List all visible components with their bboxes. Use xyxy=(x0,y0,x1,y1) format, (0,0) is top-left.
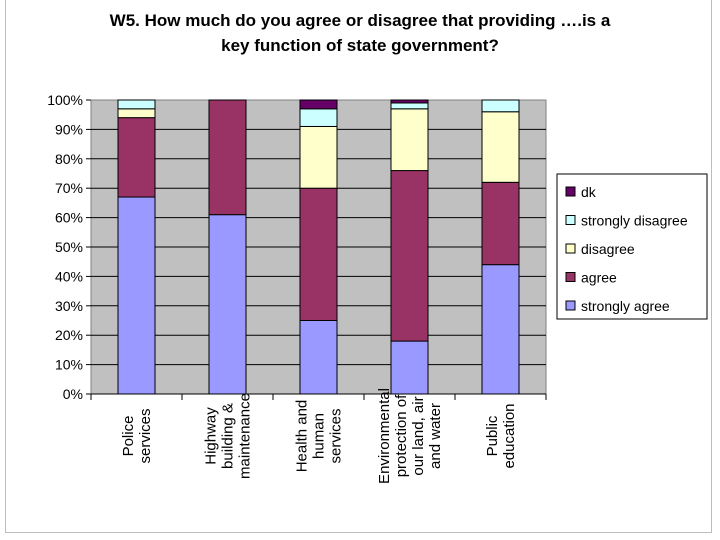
y-tick-label: 80% xyxy=(55,151,83,167)
bar-segment xyxy=(390,340,429,395)
category-label: Environmentalprotection ofour land, aira… xyxy=(376,388,444,484)
category-label-line: protection of xyxy=(393,394,410,477)
category-label-line: education xyxy=(501,403,518,468)
category-label: Publiceducation xyxy=(484,403,518,468)
legend-label: dk xyxy=(581,184,597,200)
bar-segment xyxy=(481,181,520,266)
category-label-line: maintenance xyxy=(237,393,254,479)
bar-segment xyxy=(299,99,338,110)
legend-label: strongly agree xyxy=(581,298,670,314)
category-label-line: building & xyxy=(220,403,237,469)
bar-segment xyxy=(390,99,429,104)
y-tick-label: 30% xyxy=(55,298,83,314)
legend-label: agree xyxy=(581,270,617,286)
bar-segment xyxy=(390,108,429,172)
category-label: Health andhumanservices xyxy=(294,400,345,473)
bar-segment xyxy=(390,170,429,342)
category-label-line: Public xyxy=(484,415,501,456)
y-tick-label: 60% xyxy=(55,210,83,226)
legend-swatch xyxy=(565,243,576,254)
legend-swatch xyxy=(565,272,576,282)
category-label: Highwaybuilding &maintenance xyxy=(203,393,254,479)
bar-segment xyxy=(117,108,156,119)
legend-label: strongly disagree xyxy=(581,213,688,229)
bar-segment xyxy=(117,99,156,110)
legend-label: disagree xyxy=(581,241,635,257)
y-tick-label: 90% xyxy=(55,121,83,137)
legend xyxy=(556,173,708,320)
bar-segment xyxy=(481,264,520,395)
category-label-line: our land, air xyxy=(410,396,427,475)
legend-swatch xyxy=(565,300,576,311)
chart-title-line: W5. How much do you agree or disagree th… xyxy=(110,11,611,30)
bar-segment xyxy=(208,214,247,395)
category-label-line: Highway xyxy=(203,407,220,465)
bar-segment xyxy=(117,117,156,198)
y-tick-label: 0% xyxy=(63,386,83,402)
bar-segment xyxy=(117,196,156,395)
bar-segment xyxy=(299,108,338,127)
category-label-line: and water xyxy=(427,403,444,469)
bar-segment xyxy=(481,99,520,113)
category-label-line: Health and xyxy=(294,400,311,473)
chart-title-line: key function of state government? xyxy=(221,36,499,55)
y-tick-label: 10% xyxy=(55,357,83,373)
bar-segment xyxy=(299,320,338,395)
y-tick-label: 70% xyxy=(55,180,83,196)
category-label-line: Environmental xyxy=(376,388,393,484)
legend-swatch xyxy=(565,215,576,225)
bar-segment xyxy=(481,111,520,183)
category-label: Policeservices xyxy=(120,408,154,463)
bar-segment xyxy=(299,125,338,189)
bar-segment xyxy=(208,99,247,216)
bar-segment xyxy=(390,102,429,110)
y-tick-label: 100% xyxy=(47,92,83,108)
y-tick-label: 40% xyxy=(55,268,83,284)
bar-segment xyxy=(299,187,338,321)
category-label-line: services xyxy=(137,408,154,463)
category-label-line: services xyxy=(328,408,345,463)
category-label-line: Police xyxy=(120,416,137,457)
y-tick-label: 50% xyxy=(55,239,83,255)
y-tick-label: 20% xyxy=(55,327,83,343)
category-label-line: human xyxy=(311,413,328,459)
legend-swatch xyxy=(565,186,576,197)
